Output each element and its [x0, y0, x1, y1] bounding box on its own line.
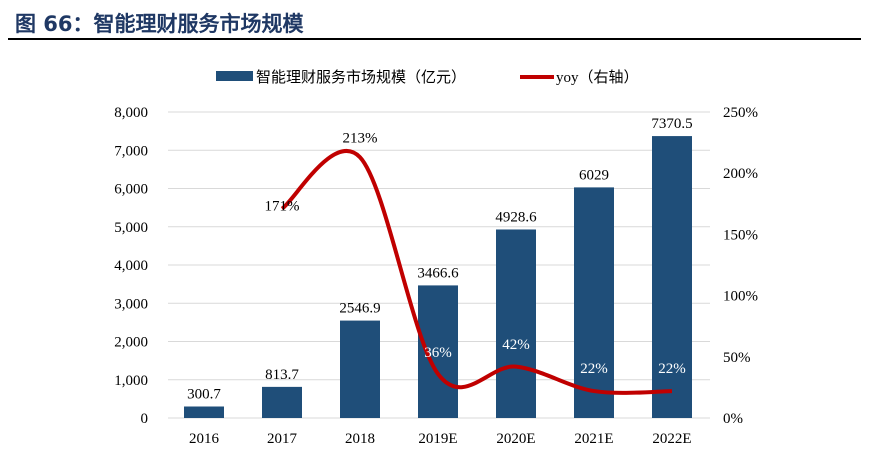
line-data-label: 22%: [580, 361, 608, 377]
line-data-label: 213%: [343, 130, 378, 146]
left-tick-label: 3,000: [114, 296, 148, 312]
right-tick-label: 150%: [723, 227, 758, 243]
bar-2020E: [496, 229, 536, 418]
line-data-label: 171%: [265, 199, 300, 215]
left-tick-label: 8,000: [114, 105, 148, 121]
figure-title: 图 66：智能理财服务市场规模: [15, 12, 304, 36]
legend-bar-swatch: [216, 71, 253, 81]
yoy-line: [280, 148, 673, 395]
x-tick-label: 2022E: [652, 431, 691, 447]
bar-data-label: 4928.6: [495, 209, 537, 225]
title-rule: [8, 38, 861, 40]
bar-data-label: 6029: [579, 167, 609, 183]
right-tick-label: 100%: [723, 289, 758, 305]
bar-data-label: 2546.9: [339, 301, 380, 317]
left-tick-label: 7,000: [114, 143, 148, 159]
bar-2017: [262, 386, 302, 418]
x-tick-label: 2018: [345, 431, 375, 447]
right-tick-label: 200%: [723, 166, 758, 182]
x-tick-label: 2016: [189, 431, 220, 447]
left-tick-label: 1,000: [114, 373, 148, 389]
bar-2021E: [574, 187, 614, 418]
x-tick-label: 2019E: [418, 431, 457, 447]
legend-bar-label: 智能理财服务市场规模（亿元）: [256, 68, 466, 86]
bar-2018: [340, 320, 380, 418]
left-tick-label: 5,000: [114, 220, 148, 236]
bar-2022E: [652, 136, 692, 418]
line-data-label: 36%: [424, 345, 452, 361]
legend-line-label: yoy（右轴）: [556, 69, 639, 86]
bar-data-label: 813.7: [265, 367, 299, 383]
line-data-label: 42%: [502, 337, 530, 353]
x-tick-label: 2020E: [496, 431, 535, 447]
line-data-label: 22%: [658, 361, 686, 377]
bar-data-label: 7370.5: [651, 116, 692, 132]
x-tick-label: 2017: [267, 431, 298, 447]
right-tick-label: 0%: [723, 411, 743, 427]
x-tick-label: 2021E: [574, 431, 613, 447]
left-tick-label: 0: [141, 411, 149, 427]
right-tick-label: 250%: [723, 105, 758, 121]
bar-2016: [184, 406, 224, 418]
left-tick-label: 6,000: [114, 182, 148, 198]
bar-data-label: 300.7: [187, 386, 221, 402]
right-tick-label: 50%: [723, 350, 751, 366]
left-tick-label: 4,000: [114, 258, 148, 274]
bar-data-label: 3466.6: [417, 265, 459, 281]
left-tick-label: 2,000: [114, 335, 148, 351]
